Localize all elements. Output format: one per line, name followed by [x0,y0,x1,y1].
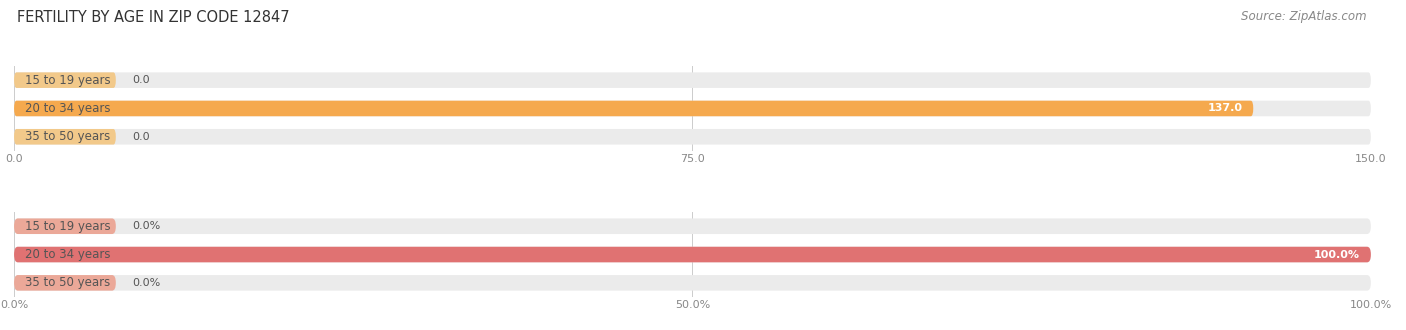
Text: 0.0: 0.0 [132,75,149,85]
FancyBboxPatch shape [14,247,1371,262]
Text: 35 to 50 years: 35 to 50 years [25,130,110,143]
FancyBboxPatch shape [14,72,115,88]
FancyBboxPatch shape [14,218,115,234]
Text: 137.0: 137.0 [1208,104,1243,114]
Text: 0.0%: 0.0% [132,278,160,288]
Text: 20 to 34 years: 20 to 34 years [25,248,111,261]
FancyBboxPatch shape [14,101,1371,116]
FancyBboxPatch shape [14,101,1253,116]
FancyBboxPatch shape [14,72,1371,88]
FancyBboxPatch shape [14,247,1371,262]
Text: FERTILITY BY AGE IN ZIP CODE 12847: FERTILITY BY AGE IN ZIP CODE 12847 [17,10,290,25]
Text: 20 to 34 years: 20 to 34 years [25,102,111,115]
FancyBboxPatch shape [14,129,1371,145]
Text: 35 to 50 years: 35 to 50 years [25,276,110,289]
FancyBboxPatch shape [14,275,1371,291]
Text: 15 to 19 years: 15 to 19 years [25,220,111,233]
FancyBboxPatch shape [14,275,115,291]
Text: 0.0%: 0.0% [132,221,160,231]
FancyBboxPatch shape [14,218,1371,234]
Text: 100.0%: 100.0% [1315,249,1360,259]
Text: 0.0: 0.0 [132,132,149,142]
Text: Source: ZipAtlas.com: Source: ZipAtlas.com [1241,10,1367,23]
FancyBboxPatch shape [14,129,115,145]
Text: 15 to 19 years: 15 to 19 years [25,74,111,87]
